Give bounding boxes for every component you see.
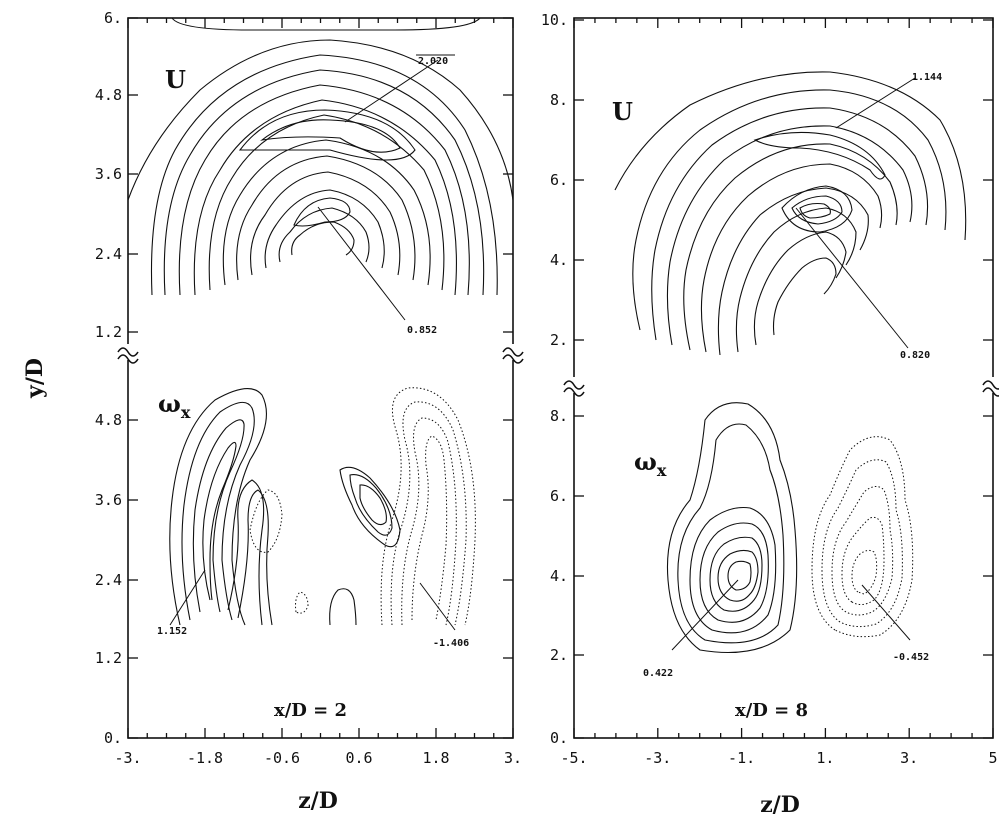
xtick-label-left-bottom: -1.8 — [187, 749, 223, 767]
ytick-label-left-top: 6. — [104, 9, 122, 27]
condition-left: x/D = 2 — [274, 700, 347, 721]
ytick-label-left-bottom: 4.8 — [95, 411, 122, 429]
xtick-label-right-bottom: -1. — [728, 749, 755, 767]
axis-break-left-left — [117, 344, 139, 364]
ytick-label-left-bottom: 1.2 — [95, 649, 122, 667]
ytick-label-right-bottom: 8. — [550, 407, 568, 425]
ytick-label-right-bottom: 4. — [550, 567, 568, 585]
axis-break-right-right — [982, 377, 999, 397]
ytick-label-left-top: 4.8 — [95, 86, 122, 104]
xtick-label-right-bottom: 5 — [988, 749, 997, 767]
xlabel-right: z/D — [760, 792, 800, 818]
label-u-right: U — [612, 97, 633, 126]
xtick-label-right-bottom: -5. — [560, 749, 587, 767]
axis-break-left-right — [502, 344, 524, 364]
condition-right: x/D = 8 — [735, 700, 808, 721]
ytick-label-left-top: 1.2 — [95, 323, 122, 341]
xtick-label-left-bottom: -0.6 — [264, 749, 300, 767]
ytick-label-right-bottom: 0. — [550, 729, 568, 747]
xtick-label-left-bottom: 0.6 — [345, 749, 372, 767]
xtick-label-left-bottom: 1.8 — [422, 749, 449, 767]
tick-labels: 1.2 2.4 3.6 4.8 6. 0. 1.2 2.4 3.6 4.8 -3. -1.8 -0.6 0… — [95, 9, 998, 767]
ytick-label-left-bottom: 3.6 — [95, 491, 122, 509]
ytick-label-left-bottom: 0. — [104, 729, 122, 747]
annotation-right-u-max: 1.144 — [912, 72, 942, 83]
ytick-label-left-bottom: 2.4 — [95, 571, 122, 589]
annotation-right-omega-neg: -0.452 — [893, 652, 929, 663]
annotation-left-u-min: 0.852 — [407, 325, 437, 336]
ytick-label-right-bottom: 2. — [550, 646, 568, 664]
ytick-label-right-bottom: 6. — [550, 487, 568, 505]
axis-break-right-left — [563, 377, 585, 397]
annotation-left-omega-neg: -1.406 — [433, 638, 469, 649]
xtick-label-right-bottom: 1. — [816, 749, 834, 767]
xtick-label-right-bottom: -3. — [644, 749, 671, 767]
ytick-label-right-top: 2. — [550, 331, 568, 349]
tick-marks — [127, 17, 994, 739]
contours-right-u — [614, 71, 967, 356]
ytick-label-right-top: 10. — [541, 11, 568, 29]
contours-left-omega — [169, 387, 476, 626]
ytick-label-left-top: 3.6 — [95, 165, 122, 183]
label-u-left: U — [165, 65, 186, 94]
annotation-right-u-min: 0.820 — [900, 350, 930, 361]
xtick-label-right-bottom: 3. — [900, 749, 918, 767]
ytick-label-right-top: 6. — [550, 171, 568, 189]
contours-right-omega — [666, 402, 914, 653]
ylabel: y/D — [22, 358, 48, 399]
annotation-right-omega-pos: 0.422 — [643, 668, 673, 679]
contours-left-u — [127, 17, 514, 296]
right-panel-frame — [573, 17, 994, 739]
annotation-left-omega-pos: 1.152 — [157, 626, 187, 637]
xtick-label-left-bottom: 3. — [504, 749, 522, 767]
label-omega-left: ωx — [158, 389, 191, 422]
ytick-label-left-top: 2.4 — [95, 245, 122, 263]
xtick-label-left-bottom: -3. — [114, 749, 141, 767]
ytick-label-right-top: 8. — [550, 91, 568, 109]
annotation-left-u-max: 2.020 — [418, 56, 448, 67]
xlabel-left: z/D — [298, 788, 338, 814]
leader-lines — [169, 59, 916, 651]
label-omega-right: ωx — [634, 447, 667, 480]
ytick-label-right-top: 4. — [550, 251, 568, 269]
